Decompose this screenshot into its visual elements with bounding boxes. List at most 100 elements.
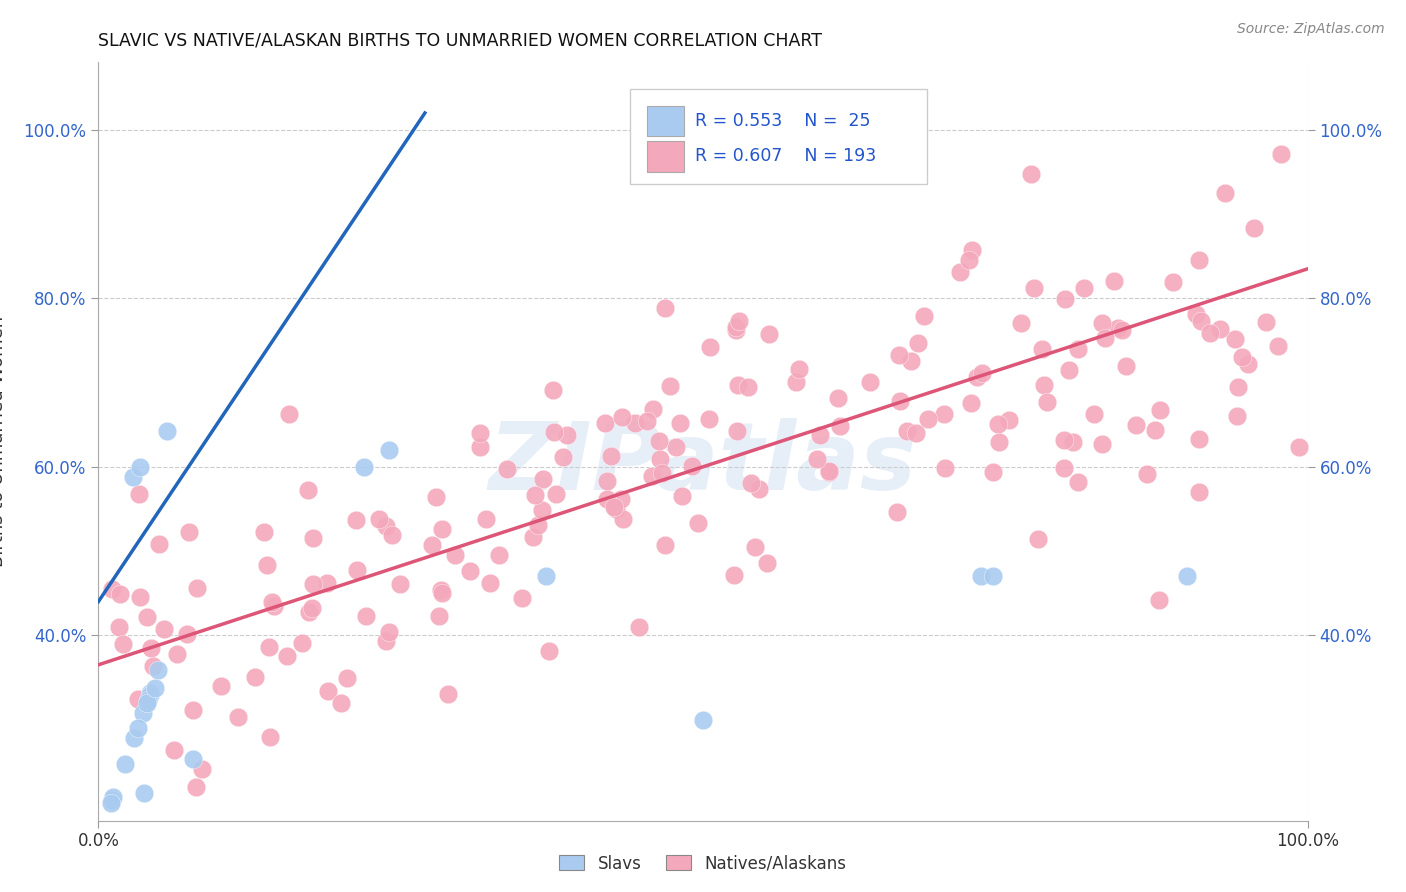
- Point: [596, 474, 619, 488]
- Point: [987, 435, 1010, 450]
- Point: [316, 684, 339, 698]
- Point: [966, 370, 988, 384]
- Point: [543, 425, 565, 439]
- Point: [1026, 532, 1049, 546]
- Point: [132, 785, 155, 799]
- Point: [692, 713, 714, 727]
- FancyBboxPatch shape: [647, 141, 683, 171]
- Point: [444, 548, 467, 562]
- Point: [430, 585, 453, 599]
- Point: [612, 512, 634, 526]
- Point: [651, 466, 673, 480]
- Point: [1188, 432, 1211, 446]
- Point: [209, 679, 232, 693]
- Point: [297, 483, 319, 498]
- Point: [298, 605, 321, 619]
- Point: [475, 512, 498, 526]
- Point: [1036, 395, 1059, 409]
- Point: [830, 419, 852, 434]
- Point: [143, 681, 166, 695]
- Point: [686, 516, 709, 531]
- Point: [1188, 484, 1211, 499]
- Point: [1225, 409, 1247, 423]
- Point: [723, 568, 745, 582]
- Point: [1053, 433, 1076, 447]
- Point: [725, 323, 748, 337]
- Point: [1175, 569, 1198, 583]
- Point: [1223, 332, 1246, 346]
- Point: [669, 416, 692, 430]
- Point: [1083, 408, 1105, 422]
- Point: [276, 648, 298, 663]
- Point: [960, 396, 983, 410]
- Point: [228, 710, 250, 724]
- Point: [972, 366, 994, 380]
- Point: [153, 622, 176, 636]
- Point: [353, 459, 375, 474]
- Point: [610, 410, 633, 425]
- Point: [1091, 437, 1114, 451]
- Point: [949, 264, 972, 278]
- Point: [260, 595, 283, 609]
- Point: [818, 465, 841, 479]
- Point: [381, 528, 404, 542]
- Point: [654, 538, 676, 552]
- Point: [243, 670, 266, 684]
- Point: [740, 476, 762, 491]
- Point: [129, 460, 152, 475]
- Point: [1199, 326, 1222, 340]
- Point: [917, 412, 939, 426]
- Text: ZIPatlas: ZIPatlas: [489, 418, 917, 510]
- Point: [354, 609, 377, 624]
- Point: [648, 452, 671, 467]
- Point: [101, 792, 124, 806]
- Point: [377, 442, 399, 457]
- Point: [110, 587, 132, 601]
- Point: [302, 577, 325, 591]
- Point: [1073, 280, 1095, 294]
- Point: [934, 461, 956, 475]
- Point: [553, 450, 575, 465]
- Point: [427, 608, 450, 623]
- Point: [510, 591, 533, 605]
- Point: [139, 685, 162, 699]
- Point: [1066, 475, 1088, 489]
- Point: [139, 641, 162, 656]
- Point: [1111, 323, 1133, 337]
- Point: [127, 692, 149, 706]
- Point: [142, 659, 165, 673]
- Point: [1254, 315, 1277, 329]
- Point: [531, 472, 554, 486]
- Point: [375, 634, 398, 648]
- Point: [129, 590, 152, 604]
- Point: [997, 413, 1019, 427]
- Legend: Slavs, Natives/Alaskans: Slavs, Natives/Alaskans: [553, 848, 853, 880]
- Point: [176, 627, 198, 641]
- Text: R = 0.553    N =  25: R = 0.553 N = 25: [695, 112, 870, 130]
- Point: [817, 464, 839, 478]
- Point: [1057, 363, 1080, 377]
- Point: [1033, 378, 1056, 392]
- Point: [257, 640, 280, 655]
- Point: [648, 434, 671, 448]
- Point: [183, 703, 205, 717]
- Point: [1161, 275, 1184, 289]
- Point: [531, 503, 554, 517]
- Point: [127, 721, 149, 735]
- Point: [181, 752, 204, 766]
- Point: [430, 583, 453, 598]
- Point: [101, 582, 124, 597]
- Point: [725, 424, 748, 438]
- Point: [163, 743, 186, 757]
- Point: [132, 706, 155, 721]
- Point: [330, 696, 353, 710]
- Point: [1213, 186, 1236, 200]
- Point: [957, 253, 980, 268]
- Point: [479, 576, 502, 591]
- Point: [724, 320, 747, 334]
- Point: [1226, 380, 1249, 394]
- Point: [1094, 331, 1116, 345]
- Point: [624, 417, 647, 431]
- Point: [593, 416, 616, 430]
- Point: [534, 569, 557, 583]
